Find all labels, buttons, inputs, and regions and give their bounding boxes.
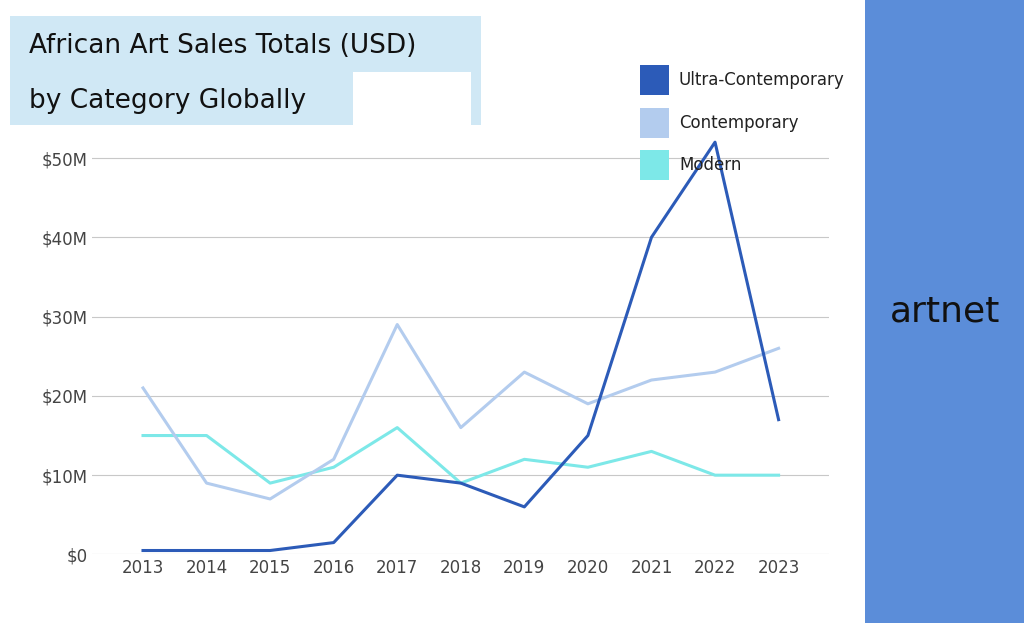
Text: by Category Globally: by Category Globally — [29, 88, 306, 113]
Text: Modern: Modern — [679, 156, 741, 174]
Text: Ultra-Contemporary: Ultra-Contemporary — [679, 72, 845, 89]
Text: Contemporary: Contemporary — [679, 114, 799, 131]
Text: African Art Sales Totals (USD): African Art Sales Totals (USD) — [29, 33, 417, 59]
Text: artnet: artnet — [890, 295, 999, 328]
